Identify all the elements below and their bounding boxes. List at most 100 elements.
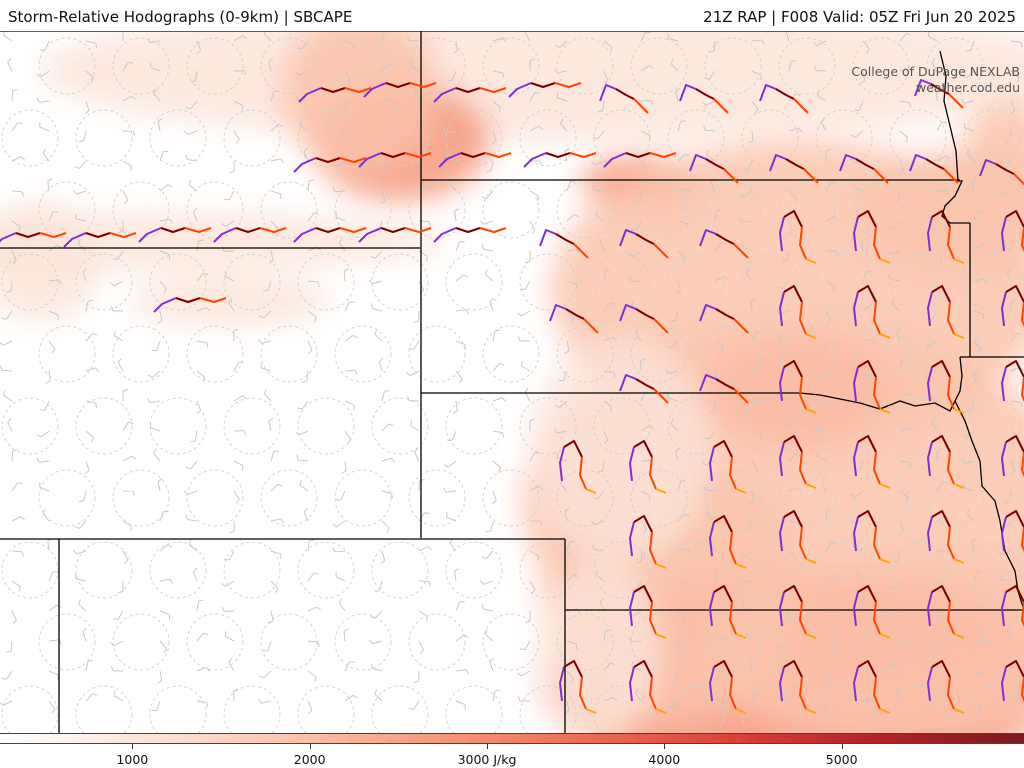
- wind-barb: [410, 425, 420, 432]
- wind-barb-flag: [670, 419, 674, 425]
- wind-barb: [263, 33, 272, 42]
- wind-barb-flag: [18, 586, 21, 592]
- wind-barb: [640, 550, 643, 562]
- hodograph-trace: [1005, 285, 1024, 303]
- wind-barb: [413, 340, 420, 350]
- wind-barb-flag: [188, 539, 192, 545]
- wind-barb-flag: [20, 516, 25, 521]
- wind-barb: [446, 490, 457, 493]
- wind-barb: [557, 70, 568, 74]
- hodograph-trace: [930, 83, 950, 95]
- wind-barb: [890, 250, 901, 255]
- hodograph-ring: [260, 325, 318, 383]
- wind-barb-flag: [296, 94, 299, 101]
- hodograph-trace: [565, 308, 585, 320]
- wind-barb: [225, 580, 235, 587]
- hodograph-trace: [779, 291, 785, 327]
- wind-barb: [677, 513, 686, 522]
- hodograph-trace: [633, 440, 653, 458]
- wind-barb-flag: [459, 378, 463, 384]
- wind-barb-flag: [938, 619, 943, 624]
- wind-barb: [307, 640, 318, 643]
- wind-barb-flag: [479, 580, 484, 585]
- wind-barb-flag: [384, 390, 390, 392]
- hodograph-trace: [931, 510, 951, 528]
- wind-barb: [418, 610, 428, 617]
- hodograph-trace: [839, 154, 857, 172]
- wind-barb-flag: [12, 619, 17, 624]
- wind-barb-flag: [481, 556, 487, 560]
- wind-barb-flag: [408, 707, 414, 710]
- wind-barb-flag: [221, 606, 225, 612]
- wind-barb: [973, 700, 982, 709]
- wind-barb: [381, 550, 386, 561]
- hodograph-trace: [235, 227, 261, 233]
- wind-barb: [529, 452, 536, 462]
- wind-barb-flag: [684, 153, 690, 157]
- wind-barb-flag: [443, 464, 449, 468]
- wind-barb-flag: [827, 319, 832, 324]
- wind-barb-flag: [425, 256, 428, 262]
- wind-barb-flag: [17, 482, 23, 485]
- hodograph-ring: [112, 613, 170, 671]
- wind-barb-flag: [538, 125, 543, 130]
- wind-barb: [890, 278, 901, 282]
- wind-barb: [563, 370, 568, 381]
- hodograph-ring: [297, 253, 355, 311]
- wind-barb-flag: [317, 281, 320, 288]
- wind-barb-flag: [813, 65, 817, 71]
- wind-barb-flag: [798, 127, 803, 133]
- wind-barb-flag: [850, 134, 856, 138]
- wind-barb-flag: [157, 320, 162, 324]
- hodograph-trace: [855, 158, 875, 170]
- wind-barb-flag: [813, 402, 818, 407]
- wind-barb-flag: [941, 121, 947, 124]
- hodograph-ring: [260, 469, 318, 527]
- wind-barb-flag: [386, 167, 390, 173]
- hodograph-ring: [223, 685, 281, 733]
- wind-barb: [706, 514, 716, 522]
- hodograph-trace: [649, 601, 657, 635]
- wind-barb: [196, 700, 207, 704]
- hodograph-trace: [523, 152, 547, 168]
- credit-line-2: weather.cod.edu: [915, 80, 1020, 95]
- wind-barb-flag: [463, 274, 469, 278]
- hodograph-ring: [630, 37, 688, 95]
- wind-barb-flag: [20, 156, 25, 161]
- wind-barb-flag: [131, 455, 136, 460]
- wind-barb-flag: [110, 282, 115, 287]
- wind-barb-flag: [899, 170, 904, 175]
- wind-barb-flag: [1010, 109, 1016, 115]
- wind-barb: [632, 250, 642, 257]
- wind-barb: [196, 272, 204, 282]
- wind-barb-flag: [833, 286, 835, 292]
- wind-barb: [640, 490, 651, 496]
- hodograph-ring: [926, 469, 984, 527]
- wind-barb-flag: [221, 582, 226, 587]
- wind-barb: [11, 190, 23, 193]
- wind-barb: [335, 216, 346, 222]
- wind-barb-flag: [370, 255, 376, 259]
- wind-barb-flag: [517, 312, 522, 317]
- wind-barb: [931, 310, 938, 320]
- hodograph-trace: [1005, 210, 1024, 228]
- wind-barb-flag: [242, 395, 247, 400]
- wind-barb-flag: [704, 437, 710, 440]
- wind-barb-flag: [715, 209, 721, 212]
- wind-barb: [486, 550, 494, 559]
- hodograph-trace: [709, 591, 715, 627]
- wind-barb: [1, 369, 13, 372]
- hodograph-trace: [699, 229, 717, 247]
- hodograph-trace: [508, 82, 532, 98]
- wind-barb-flag: [997, 190, 1003, 196]
- wind-barb: [122, 520, 132, 527]
- wind-barb: [159, 544, 168, 552]
- wind-barb: [298, 70, 309, 76]
- hodograph-ring: [963, 685, 1021, 733]
- wind-barb-flag: [84, 110, 90, 115]
- wind-barb: [11, 90, 14, 102]
- hodograph-trace: [629, 521, 635, 557]
- wind-barb: [455, 601, 461, 612]
- wind-barb-flag: [338, 598, 343, 604]
- hodograph-trace: [433, 87, 457, 103]
